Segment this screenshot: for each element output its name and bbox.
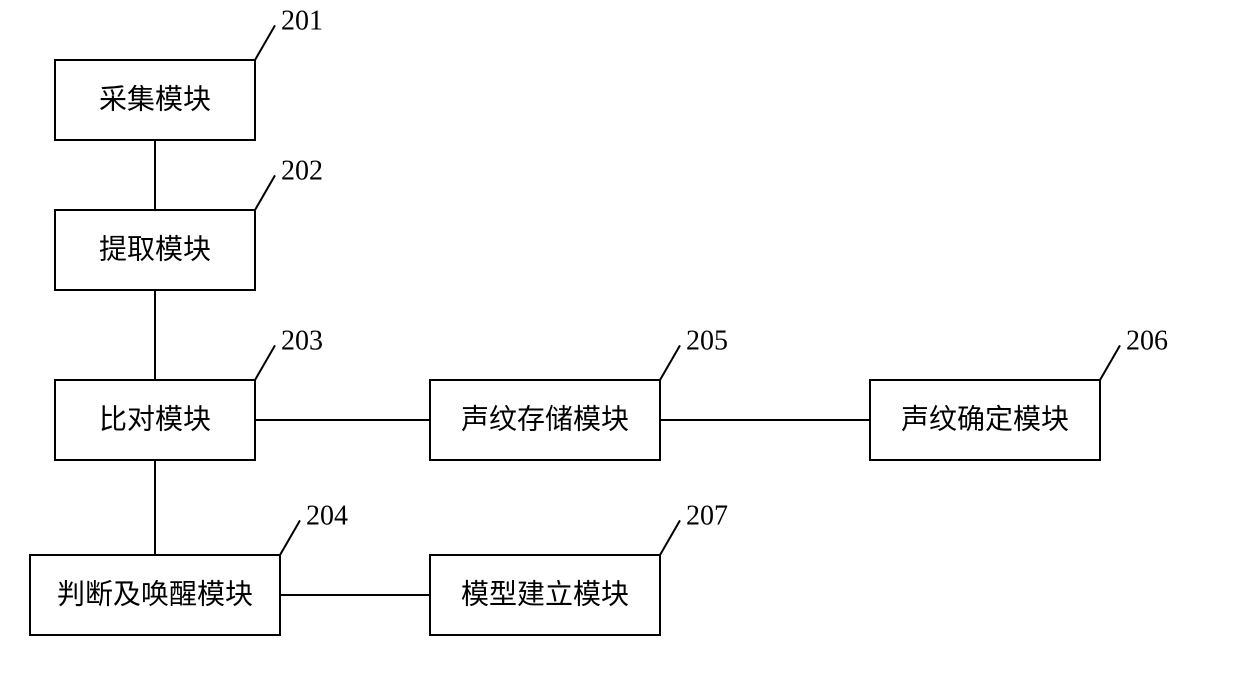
node-number: 203 (281, 325, 323, 356)
node-n201: 采集模块 201 (55, 5, 323, 140)
node-label: 判断及唤醒模块 (57, 578, 253, 610)
node-label: 声纹存储模块 (461, 403, 629, 435)
node-number: 202 (281, 155, 323, 186)
node-n205: 声纹存储模块 205 (430, 325, 728, 460)
node-number: 201 (281, 5, 323, 36)
node-number: 206 (1126, 325, 1168, 356)
node-n207: 模型建立模块 207 (430, 500, 728, 635)
node-n204: 判断及唤醒模块 204 (30, 500, 348, 635)
node-leader-line (1100, 345, 1120, 380)
node-number: 207 (686, 500, 728, 531)
node-leader-line (280, 520, 300, 555)
node-leader-line (660, 345, 680, 380)
node-n206: 声纹确定模块 206 (870, 325, 1168, 460)
node-label: 提取模块 (99, 233, 211, 265)
node-number: 205 (686, 325, 728, 356)
node-label: 比对模块 (99, 403, 211, 435)
node-leader-line (255, 175, 275, 210)
node-label: 声纹确定模块 (901, 403, 1069, 435)
node-number: 204 (306, 500, 348, 531)
node-n202: 提取模块 202 (55, 155, 323, 290)
node-n203: 比对模块 203 (55, 325, 323, 460)
node-leader-line (255, 345, 275, 380)
node-label: 模型建立模块 (461, 578, 629, 610)
node-leader-line (255, 25, 275, 60)
node-leader-line (660, 520, 680, 555)
diagram-canvas: 采集模块 201 提取模块 202 比对模块 203 判断及唤醒模块 204 声纹存储模块 205… (0, 0, 1240, 683)
node-label: 采集模块 (99, 83, 211, 115)
